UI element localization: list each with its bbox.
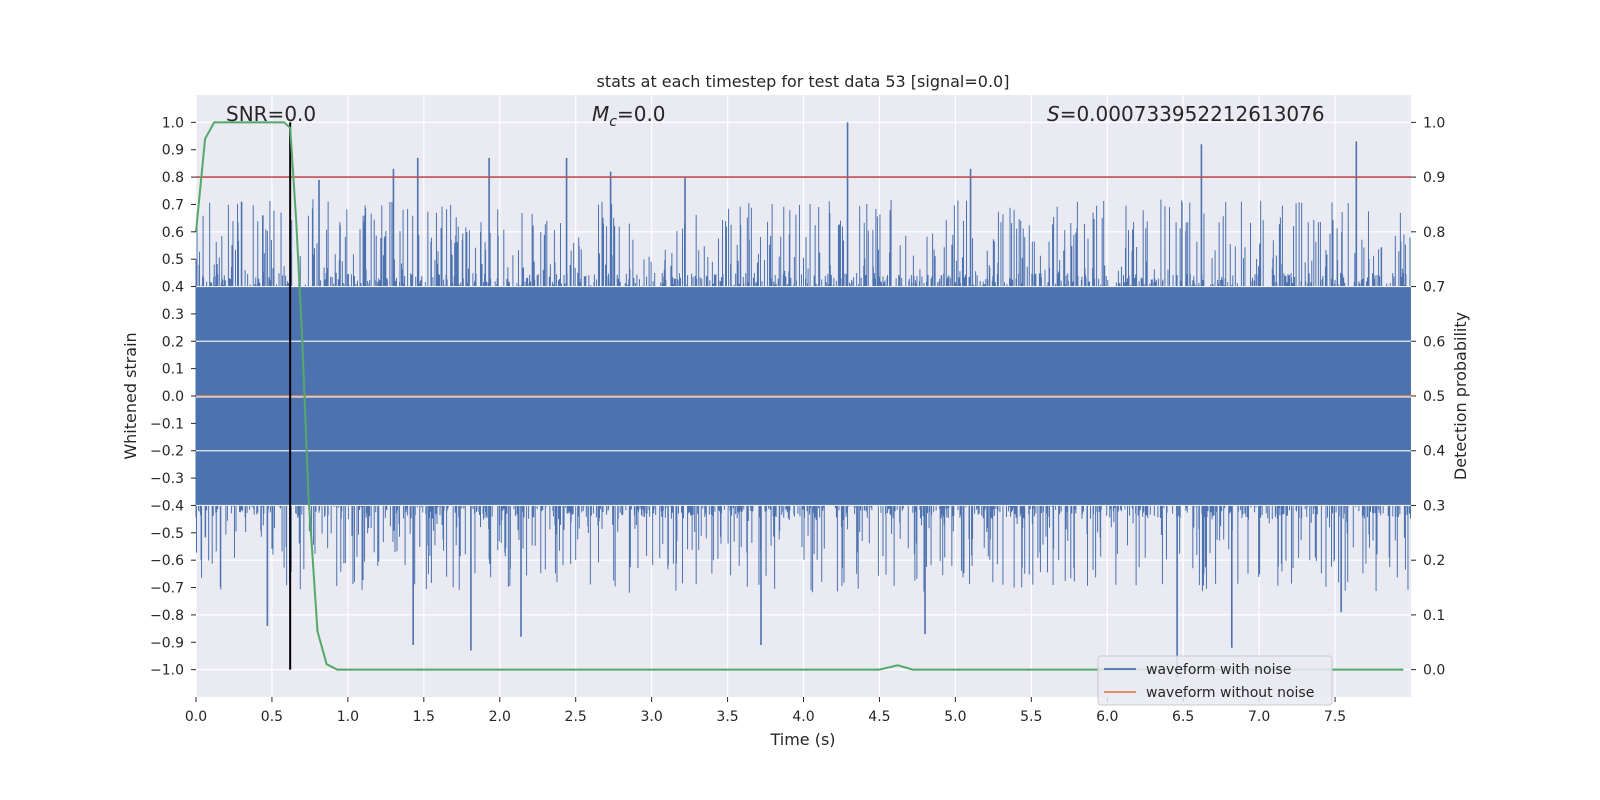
y-tick-label: −1.0	[150, 663, 184, 679]
x-tick-label: 5.5	[1020, 709, 1042, 725]
y-tick-label: 0.9	[162, 143, 184, 159]
x-tick-label: 2.5	[565, 709, 587, 725]
x-axis-ticks: 0.0 0.5 1.0 1.5 2.0 2.5 3.0 3.5 4.0 4.5 5.0 5.5 6.0 6…	[185, 697, 1346, 725]
legend-label-noise: waveform with noise	[1146, 662, 1291, 678]
x-tick-label: 1.5	[413, 709, 435, 725]
y2-axis-label: Detection probability	[1451, 312, 1470, 480]
y-tick-label: −0.4	[150, 498, 184, 514]
y2-tick-label: 0.4	[1423, 444, 1445, 460]
y2-tick-label: 0.9	[1423, 170, 1445, 186]
y-tick-label: 1.0	[162, 115, 184, 131]
snr-annotation: SNR=0.0	[226, 102, 316, 126]
y-tick-label: 0.7	[162, 197, 184, 213]
probability-trace	[195, 121, 1404, 671]
y-tick-label: −0.3	[150, 471, 184, 487]
s-symbol: S	[1047, 102, 1060, 126]
y-tick-label: −0.9	[150, 635, 184, 651]
snr-value: 0.0	[284, 102, 316, 126]
x-tick-label: 7.0	[1248, 709, 1270, 725]
x-tick-label: 3.5	[716, 709, 738, 725]
legend-box	[1097, 655, 1333, 706]
y2-tick-label: 0.1	[1423, 608, 1445, 624]
y-tick-label: −0.7	[150, 581, 184, 597]
y-tick-label: 0.1	[162, 362, 184, 378]
y-tick-label: −0.2	[150, 444, 184, 460]
y-tick-label: −0.8	[150, 608, 184, 624]
x-tick-label: 2.0	[489, 709, 511, 725]
chirp-mass-annotation: Mc=0.0	[592, 102, 666, 130]
y-tick-label: 0.8	[162, 170, 184, 186]
legend: waveform with noise waveform without noi…	[1097, 655, 1333, 706]
x-tick-label: 1.0	[337, 709, 359, 725]
y-axis-ticks: 1.0 0.9 0.8 0.7 0.6 0.5 0.4 0.3 0.2 0.1 0.0 −0.1 −0.…	[150, 115, 196, 679]
y2-tick-label: 0.8	[1423, 225, 1445, 241]
y-tick-label: −0.6	[150, 553, 184, 569]
x-tick-label: 3.0	[640, 709, 662, 725]
x-axis-label: Time (s)	[769, 730, 835, 749]
legend-label-clean: waveform without noise	[1146, 685, 1314, 701]
y2-tick-label: 0.3	[1423, 498, 1445, 514]
y-tick-label: 0.6	[162, 225, 184, 241]
y2-tick-label: 0.0	[1423, 663, 1445, 679]
mc-subscript: c	[609, 114, 617, 130]
s-value: =0.000733952212613076	[1060, 102, 1325, 126]
y-tick-label: −0.5	[150, 526, 184, 542]
y-tick-label: 0.3	[162, 307, 184, 323]
x-tick-label: 0.0	[185, 709, 207, 725]
mc-symbol: M	[592, 102, 609, 126]
y2-tick-label: 0.5	[1423, 389, 1445, 405]
mc-value: =0.0	[617, 102, 666, 126]
y2-tick-label: 0.6	[1423, 334, 1445, 350]
x-tick-label: 4.5	[868, 709, 890, 725]
y-tick-label: −0.1	[150, 416, 184, 432]
y2-tick-label: 0.7	[1423, 280, 1445, 296]
x-tick-label: 6.5	[1172, 709, 1194, 725]
waveform-without-noise-series	[196, 395, 1411, 398]
detection-probability-series	[195, 121, 1404, 671]
y-tick-label: 0.2	[162, 334, 184, 350]
snr-prefix: SNR=	[226, 102, 284, 126]
x-tick-label: 6.0	[1096, 709, 1118, 725]
x-tick-label: 4.0	[792, 709, 814, 725]
y-tick-label: 0.5	[162, 252, 184, 268]
s-annotation: S=0.000733952212613076	[1047, 102, 1325, 126]
y-tick-label: 0.0	[162, 389, 184, 405]
y2-tick-label: 1.0	[1423, 115, 1445, 131]
chart-title: stats at each timestep for test data 53 …	[597, 72, 1010, 91]
y-axis-label: Whitened strain	[121, 332, 140, 459]
y2-tick-label: 0.2	[1423, 553, 1445, 569]
y-tick-label: 0.4	[162, 280, 184, 296]
x-tick-label: 5.0	[944, 709, 966, 725]
x-tick-label: 7.5	[1324, 709, 1346, 725]
x-tick-label: 0.5	[261, 709, 283, 725]
y2-axis-ticks: 1.0 0.9 0.8 0.7 0.6 0.5 0.4 0.3 0.2 0.1 0.0	[1411, 115, 1445, 679]
